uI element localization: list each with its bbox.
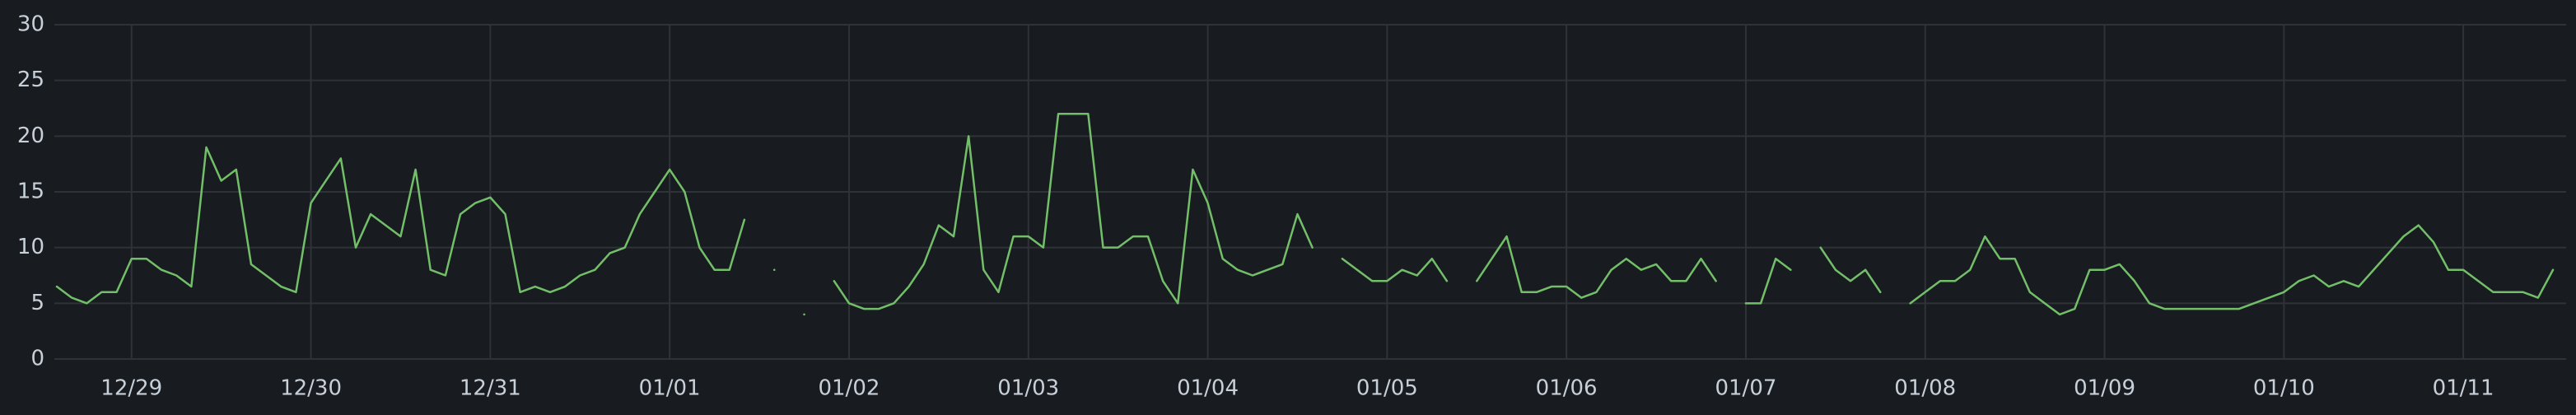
x-tick-label: 12/30: [280, 376, 342, 401]
x-tick-label: 12/29: [100, 376, 162, 401]
y-tick-label: 30: [17, 12, 44, 37]
y-tick-label: 0: [30, 347, 44, 371]
y-tick-label: 15: [17, 180, 44, 204]
y-tick-label: 10: [17, 235, 44, 259]
data-line: [55, 113, 2555, 316]
x-tick-label: 01/05: [1356, 376, 1418, 401]
y-tick-label: 5: [30, 291, 44, 315]
x-tick-label: 01/06: [1536, 376, 1598, 401]
x-tick-label: 01/09: [2074, 376, 2135, 401]
x-tick-label: 01/10: [2253, 376, 2315, 401]
y-tick-label: 25: [17, 68, 44, 92]
x-tick-label: 01/03: [997, 376, 1059, 401]
x-tick-label: 12/31: [460, 376, 521, 401]
x-tick-label: 01/11: [2433, 376, 2494, 401]
y-tick-label: 20: [17, 124, 44, 148]
x-tick-label: 01/04: [1177, 376, 1239, 401]
x-tick-label: 01/02: [818, 376, 880, 401]
x-tick-label: 01/07: [1715, 376, 1776, 401]
x-tick-label: 01/08: [1894, 376, 1956, 401]
x-tick-label: 01/01: [639, 376, 701, 401]
